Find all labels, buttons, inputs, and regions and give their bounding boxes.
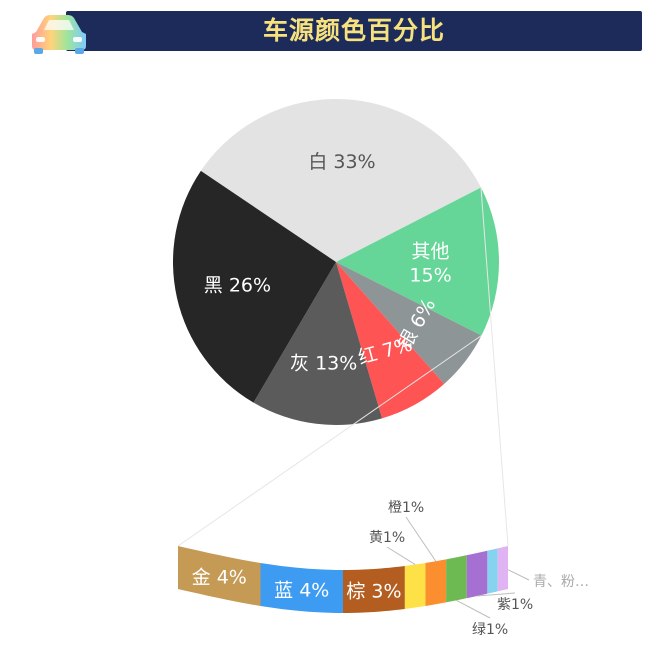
bar-segment-3: [404, 562, 426, 609]
bar-segment-2: [343, 565, 405, 613]
pie-slice-4: [253, 262, 383, 425]
bar-segment-label-2: 棕 3%: [346, 580, 401, 602]
breakdown-bar: 金 4% 蓝 4% 棕 3%: [178, 546, 508, 613]
car-icon: [32, 15, 86, 54]
bar-segment-6: [466, 550, 488, 599]
pie-label-name: 其他: [412, 241, 450, 263]
pie-label-text: 黑 26%: [204, 274, 271, 296]
callout-line-0: [386, 546, 416, 565]
pie-slice-1: [336, 187, 499, 336]
connector-right: [480, 187, 509, 547]
pie-label-5: 黑 26%: [204, 274, 271, 296]
callout-label-1: 橙1%: [388, 500, 424, 516]
pie-to-bar-connectors: [177, 187, 509, 547]
callout-line-3: [477, 592, 516, 597]
pie-label-value: 15%: [409, 265, 451, 287]
bar-segment-4: [425, 559, 447, 606]
bar-segment-5: [446, 555, 467, 603]
pie-slice-0: [200, 98, 481, 263]
bar-segment-1: [260, 562, 343, 613]
pie-slice-3: [336, 262, 445, 419]
bar-segment-7: [487, 548, 498, 594]
bar-segment-8: [497, 546, 508, 592]
callout-line-1: [405, 516, 437, 562]
callout-label-4: 青、粉…: [533, 574, 589, 590]
pie-label-4: 灰 13%: [290, 352, 357, 374]
pie-label-0: 白 33%: [308, 151, 375, 173]
bar-segment-label-1: 蓝 4%: [274, 580, 329, 602]
connector-left: [177, 335, 482, 547]
pie-label-text: 白 33%: [308, 151, 375, 173]
chart-title: 车源颜色百分比: [262, 16, 445, 45]
bar-segment-0: [178, 546, 261, 606]
pie-slice-5: [173, 170, 336, 403]
callout-label-0: 黄1%: [369, 529, 405, 546]
pie-label-text: 灰 13%: [290, 352, 357, 374]
bar-segment-label-0: 金 4%: [192, 567, 247, 589]
title-bar: 车源颜色百分比: [66, 11, 642, 51]
header: 车源颜色百分比: [28, 8, 645, 58]
callout-label-2: 绿1%: [472, 622, 508, 638]
callout-line-4: [507, 569, 530, 581]
callout-label-3: 紫1%: [497, 597, 533, 613]
pie-slice-2: [336, 262, 482, 384]
callout-line-2: [456, 599, 491, 619]
breakdown-callouts: 黄1% 橙1% 绿1% 紫1%青、粉…: [369, 500, 589, 638]
